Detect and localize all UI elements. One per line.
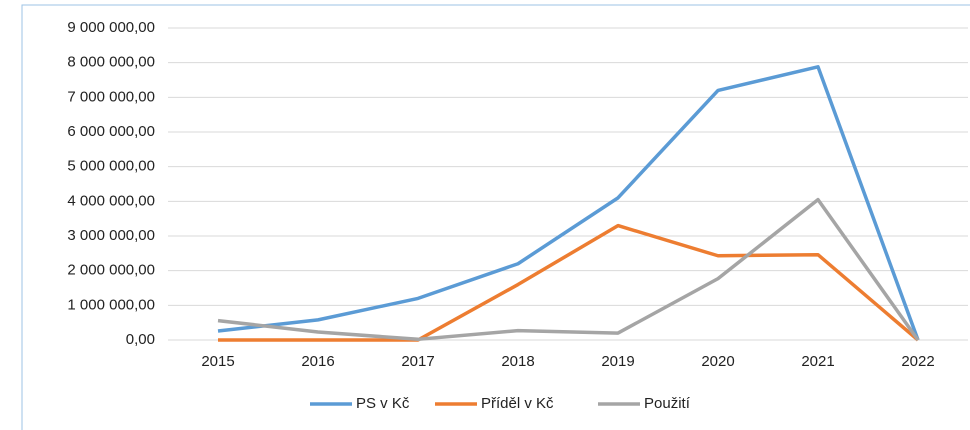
y-tick-label: 6 000 000,00 (67, 123, 155, 140)
y-tick-label: 4 000 000,00 (67, 192, 155, 209)
x-tick-label: 2018 (501, 353, 534, 370)
series-line (217, 197, 920, 342)
y-tick-label: 3 000 000,00 (67, 227, 155, 244)
series-line (217, 65, 920, 341)
y-tick-label: 9 000 000,00 (67, 19, 155, 36)
x-tick-label: 2019 (601, 353, 634, 370)
legend-label: Použití (644, 395, 691, 412)
y-tick-label: 2 000 000,00 (67, 262, 155, 279)
legend-label: PS v Kč (356, 395, 410, 412)
x-tick-label: 2017 (401, 353, 434, 370)
legend-label: Příděl v Kč (481, 395, 554, 412)
series-line (218, 223, 920, 342)
chart-frame (21, 4, 970, 430)
x-tick-label: 2016 (301, 353, 334, 370)
y-tick-label: 7 000 000,00 (67, 88, 155, 105)
x-tick-label: 2015 (201, 353, 234, 370)
y-tick-label: 1 000 000,00 (67, 296, 155, 313)
x-tick-label: 2021 (801, 353, 834, 370)
y-tick-label: 0,00 (126, 331, 155, 348)
x-tick-label: 2020 (701, 353, 734, 370)
y-tick-label: 5 000 000,00 (67, 158, 155, 175)
x-tick-label: 2022 (901, 353, 934, 370)
y-tick-label: 8 000 000,00 (67, 54, 155, 71)
